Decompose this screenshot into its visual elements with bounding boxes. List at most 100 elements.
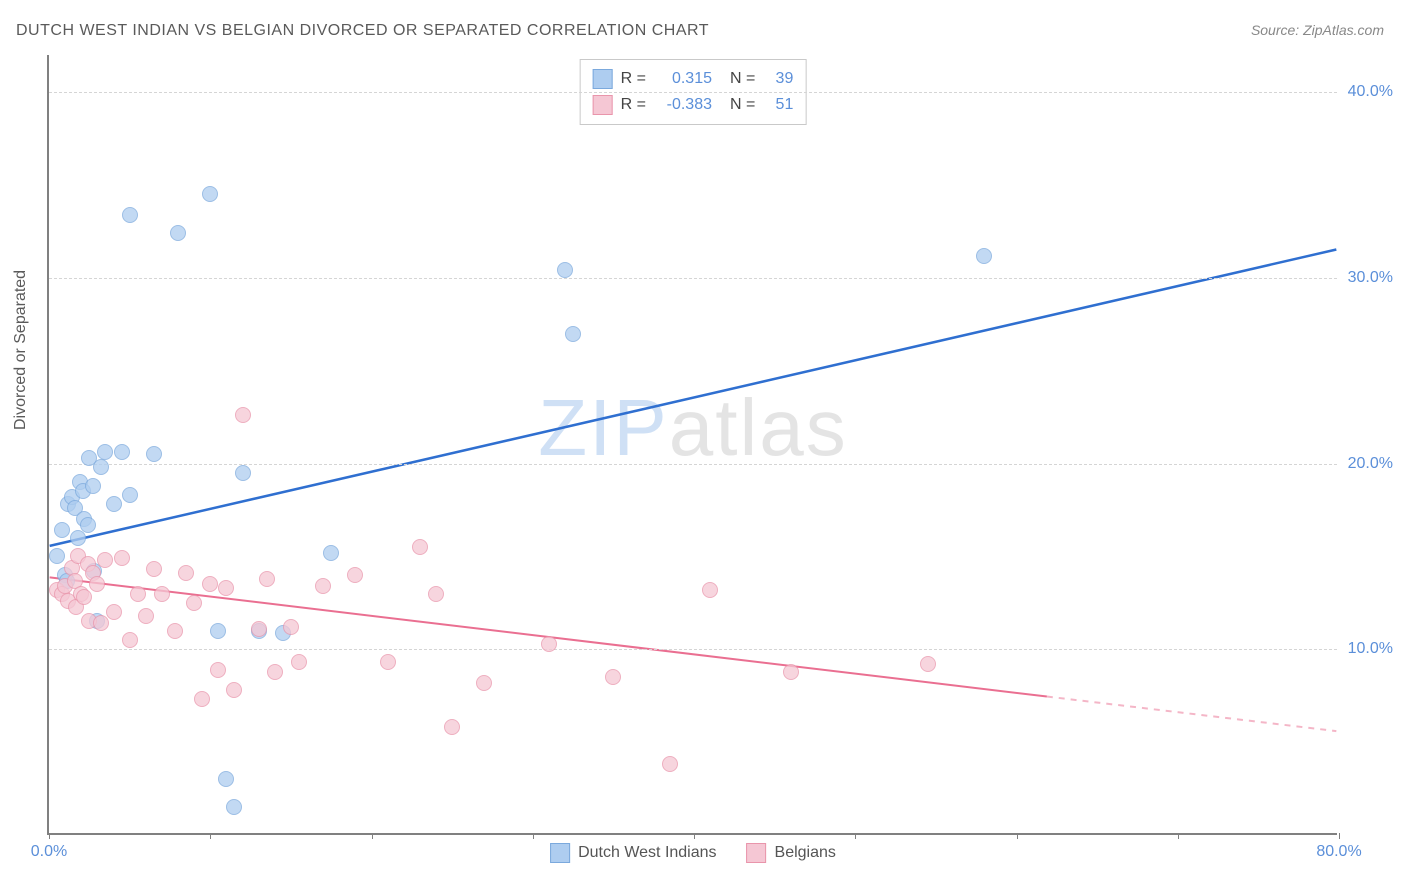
x-tick-mark	[855, 833, 856, 839]
data-point	[476, 675, 492, 691]
legend-swatch-series-0	[550, 843, 570, 863]
legend-r-label: R =	[621, 66, 646, 92]
legend-r-label: R =	[621, 92, 646, 118]
data-point	[702, 582, 718, 598]
x-tick-mark	[1339, 833, 1340, 839]
data-point	[97, 444, 113, 460]
data-point	[662, 756, 678, 772]
data-point	[49, 548, 65, 564]
data-point	[170, 225, 186, 241]
data-point	[976, 248, 992, 264]
data-point	[412, 539, 428, 555]
data-point	[920, 656, 936, 672]
y-tick-label: 20.0%	[1348, 455, 1393, 473]
legend-label-series-1: Belgians	[775, 844, 836, 862]
data-point	[210, 623, 226, 639]
legend-item-series-1: Belgians	[747, 843, 836, 863]
data-point	[283, 619, 299, 635]
data-point	[154, 586, 170, 602]
data-point	[122, 632, 138, 648]
gridline	[49, 92, 1337, 93]
legend-swatch-series-0	[593, 69, 613, 89]
chart-title: DUTCH WEST INDIAN VS BELGIAN DIVORCED OR…	[16, 22, 709, 40]
y-axis-label: Divorced or Separated	[12, 270, 30, 430]
data-point	[259, 571, 275, 587]
data-point	[80, 517, 96, 533]
data-point	[114, 550, 130, 566]
data-point	[291, 654, 307, 670]
data-point	[194, 691, 210, 707]
legend-row-series-0: R = 0.315 N = 39	[593, 66, 794, 92]
x-tick-mark	[372, 833, 373, 839]
watermark-zip: ZIP	[538, 383, 668, 472]
watermark: ZIPatlas	[538, 382, 847, 474]
legend-series: Dutch West Indians Belgians	[550, 843, 836, 863]
legend-item-series-0: Dutch West Indians	[550, 843, 716, 863]
data-point	[146, 446, 162, 462]
watermark-atlas: atlas	[669, 383, 848, 472]
data-point	[122, 487, 138, 503]
legend-n-value-1: 51	[763, 92, 793, 118]
data-point	[202, 186, 218, 202]
data-point	[93, 459, 109, 475]
x-tick-mark	[533, 833, 534, 839]
x-tick-mark	[49, 833, 50, 839]
legend-r-value-1: -0.383	[654, 92, 712, 118]
gridline	[49, 649, 1337, 650]
data-point	[122, 207, 138, 223]
data-point	[347, 567, 363, 583]
data-point	[76, 589, 92, 605]
data-point	[251, 621, 267, 637]
data-point	[178, 565, 194, 581]
legend-swatch-series-1	[593, 95, 613, 115]
data-point	[380, 654, 396, 670]
data-point	[315, 578, 331, 594]
legend-n-value-0: 39	[763, 66, 793, 92]
x-tick-mark	[1178, 833, 1179, 839]
data-point	[130, 586, 146, 602]
data-point	[202, 576, 218, 592]
legend-n-label: N =	[730, 92, 755, 118]
data-point	[106, 604, 122, 620]
data-point	[97, 552, 113, 568]
x-tick-mark	[694, 833, 695, 839]
data-point	[226, 799, 242, 815]
y-tick-label: 30.0%	[1348, 269, 1393, 287]
data-point	[70, 530, 86, 546]
data-point	[323, 545, 339, 561]
data-point	[565, 326, 581, 342]
data-point	[428, 586, 444, 602]
data-point	[186, 595, 202, 611]
data-point	[167, 623, 183, 639]
legend-r-value-0: 0.315	[654, 66, 712, 92]
data-point	[114, 444, 130, 460]
x-tick-label: 80.0%	[1316, 843, 1361, 861]
data-point	[146, 561, 162, 577]
trendlines-svg	[49, 55, 1337, 833]
legend-swatch-series-1	[747, 843, 767, 863]
data-point	[210, 662, 226, 678]
data-point	[541, 636, 557, 652]
data-point	[54, 522, 70, 538]
x-tick-mark	[1017, 833, 1018, 839]
data-point	[138, 608, 154, 624]
x-tick-label: 0.0%	[31, 843, 67, 861]
data-point	[89, 576, 105, 592]
plot-area: ZIPatlas R = 0.315 N = 39 R = -0.383 N =…	[47, 55, 1337, 835]
legend-label-series-0: Dutch West Indians	[578, 844, 716, 862]
source-label: Source: ZipAtlas.com	[1251, 22, 1384, 38]
data-point	[218, 580, 234, 596]
data-point	[557, 262, 573, 278]
y-tick-label: 10.0%	[1348, 640, 1393, 658]
data-point	[226, 682, 242, 698]
data-point	[218, 771, 234, 787]
data-point	[93, 615, 109, 631]
x-tick-mark	[210, 833, 211, 839]
data-point	[235, 465, 251, 481]
data-point	[444, 719, 460, 735]
data-point	[605, 669, 621, 685]
data-point	[85, 478, 101, 494]
data-point	[106, 496, 122, 512]
gridline	[49, 278, 1337, 279]
y-tick-label: 40.0%	[1348, 83, 1393, 101]
